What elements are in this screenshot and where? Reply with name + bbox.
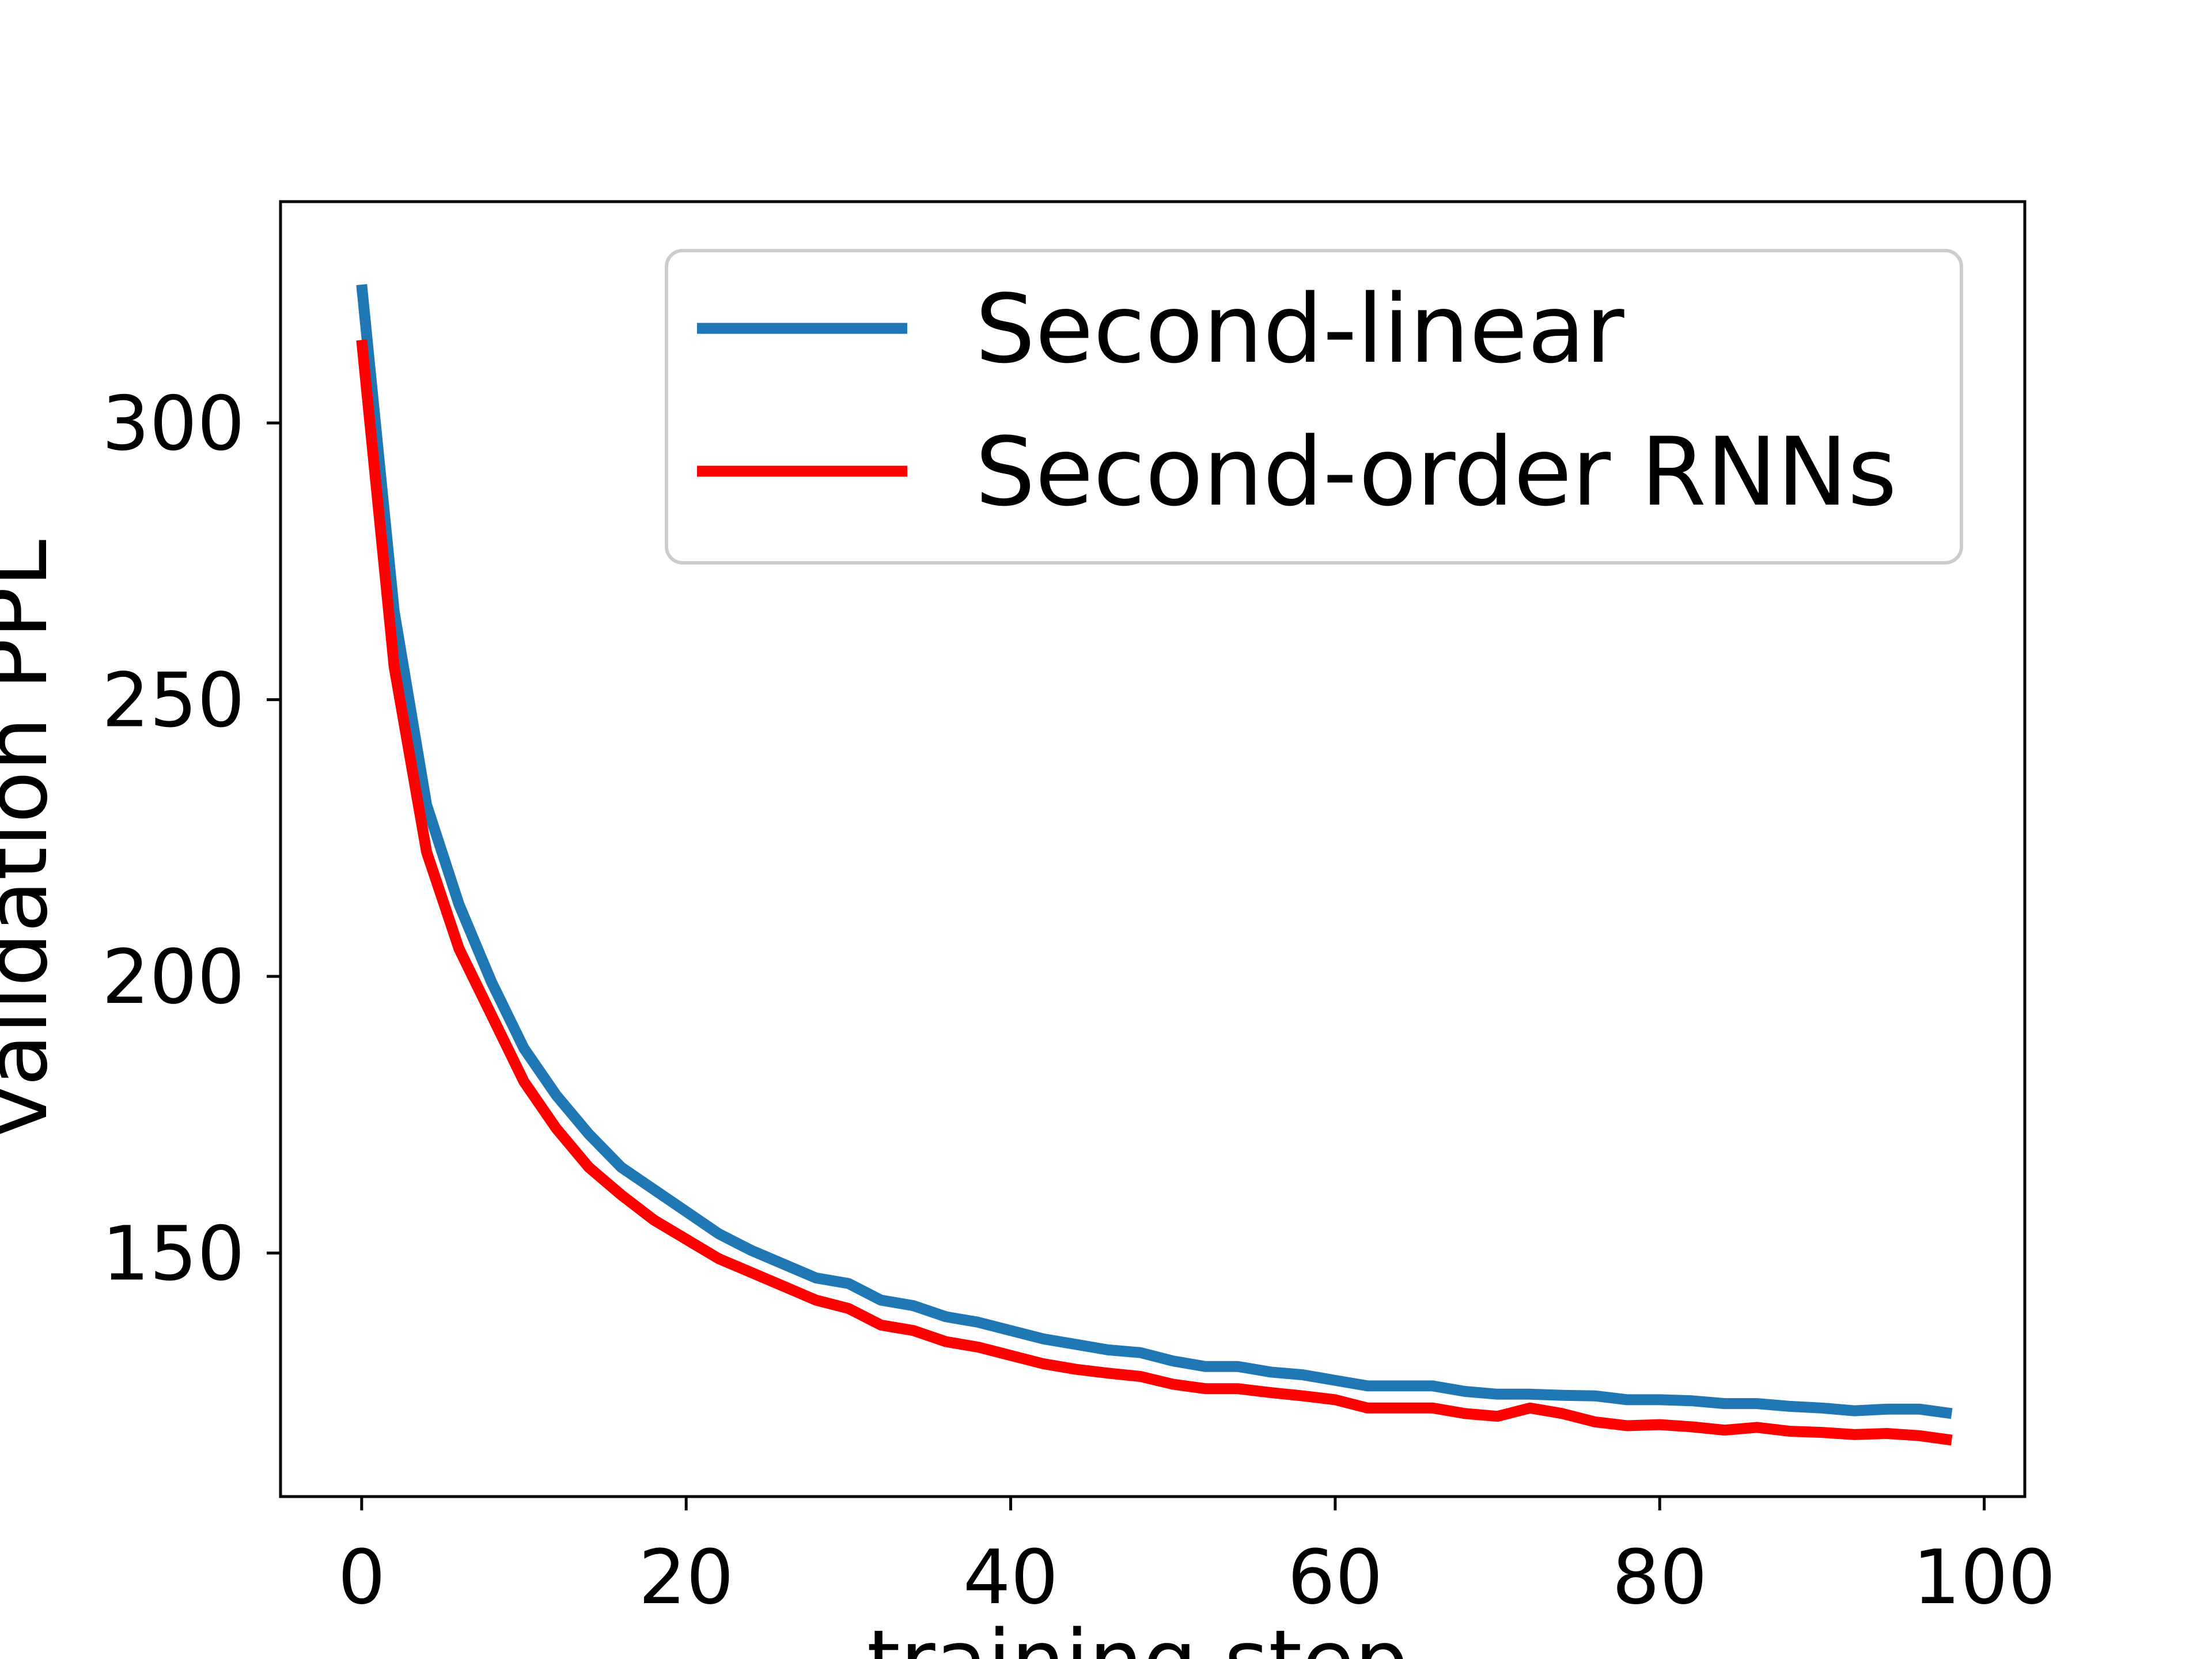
legend-box xyxy=(665,249,1963,565)
legend-label: Second-linear xyxy=(975,274,1624,384)
x-tick-label: 20 xyxy=(638,1533,733,1621)
x-tick-label: 80 xyxy=(1612,1533,1707,1621)
legend: Second-linear Second-order RNNs xyxy=(665,249,1963,565)
series-line-second-order-rnns xyxy=(356,339,1953,1446)
legend-label: Second-order RNNs xyxy=(975,417,1897,527)
y-axis-label-group: validation PPL xyxy=(0,540,66,1137)
series-line-second-linear xyxy=(356,284,1953,1419)
y-axis-label: validation PPL xyxy=(0,540,66,1137)
x-tick-label: 40 xyxy=(963,1533,1058,1621)
x-tick-label: 100 xyxy=(1913,1533,2056,1621)
y-tick-label: 300 xyxy=(102,380,245,467)
plot-area xyxy=(279,200,2027,1498)
x-axis-label: training step xyxy=(867,1612,1409,1659)
y-tick-label: 200 xyxy=(102,933,245,1021)
tick-layer: 0 20 40 60 80 100 150 200 250 300 xyxy=(102,380,2056,1621)
y-tick-label: 150 xyxy=(102,1210,245,1297)
x-tick-label: 0 xyxy=(338,1533,385,1621)
axes-frame xyxy=(279,200,2027,1498)
y-tick-label: 250 xyxy=(102,657,245,744)
x-tick-label: 60 xyxy=(1287,1533,1382,1621)
